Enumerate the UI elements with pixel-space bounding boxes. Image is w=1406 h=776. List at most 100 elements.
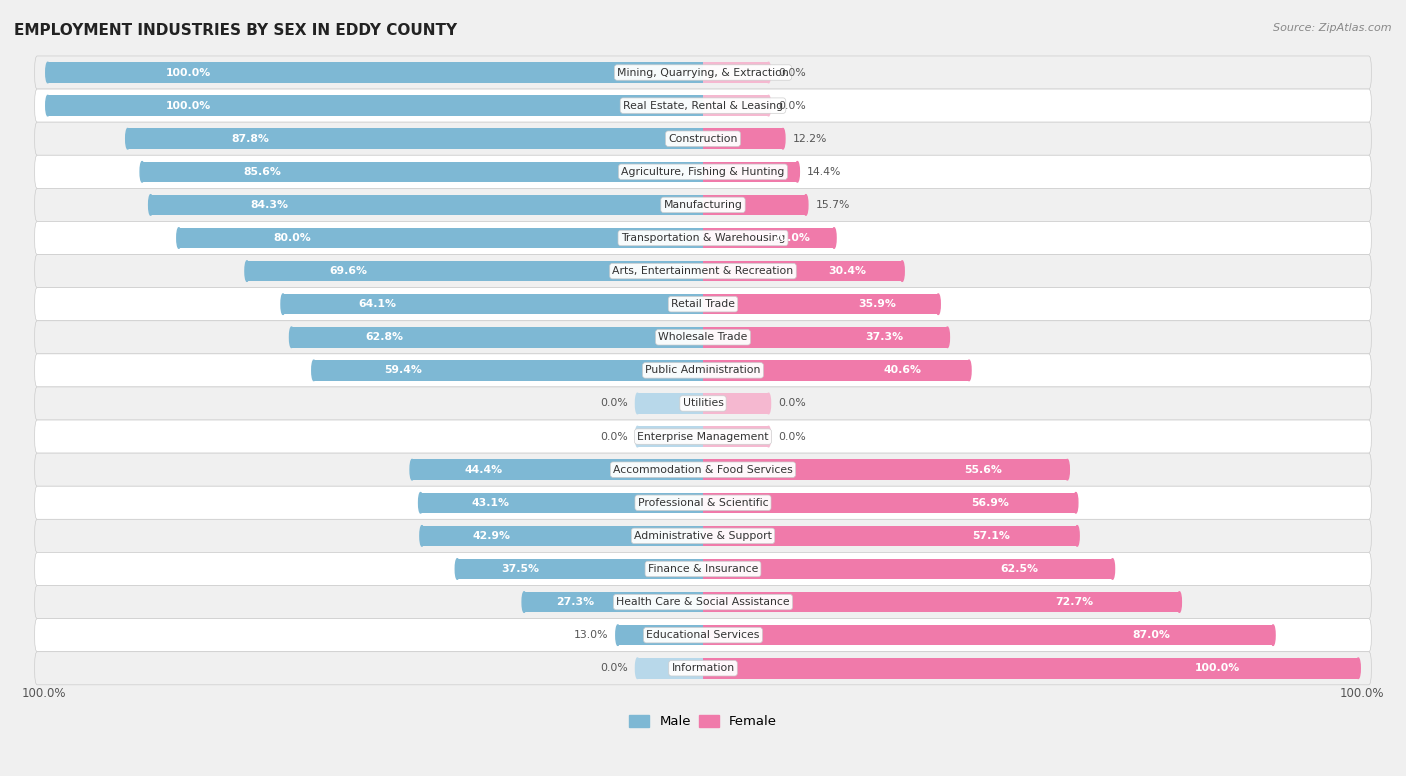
Text: 37.3%: 37.3% <box>865 332 904 342</box>
Text: Professional & Scientific: Professional & Scientific <box>638 497 768 508</box>
Text: 80.0%: 80.0% <box>273 233 311 243</box>
Bar <box>703 195 806 215</box>
Text: 100.0%: 100.0% <box>166 101 211 111</box>
Bar <box>412 459 703 480</box>
Circle shape <box>281 294 285 314</box>
Circle shape <box>149 195 153 215</box>
Bar <box>48 62 703 83</box>
Circle shape <box>766 95 770 116</box>
Text: Agriculture, Fishing & Hunting: Agriculture, Fishing & Hunting <box>621 167 785 177</box>
Bar <box>422 525 703 546</box>
Circle shape <box>900 261 904 282</box>
FancyBboxPatch shape <box>35 652 1371 684</box>
Bar <box>703 525 1077 546</box>
Bar <box>420 493 703 513</box>
Circle shape <box>636 393 640 414</box>
Text: 35.9%: 35.9% <box>858 300 896 309</box>
Text: Utilities: Utilities <box>682 399 724 408</box>
Text: 40.6%: 40.6% <box>883 365 921 376</box>
Text: 84.3%: 84.3% <box>250 200 288 210</box>
Circle shape <box>419 493 423 513</box>
Text: 0.0%: 0.0% <box>779 101 806 111</box>
Text: Educational Services: Educational Services <box>647 630 759 640</box>
Circle shape <box>804 195 808 215</box>
Bar <box>291 327 703 348</box>
Text: 87.8%: 87.8% <box>231 133 269 144</box>
Text: 100.0%: 100.0% <box>21 687 66 700</box>
Circle shape <box>46 95 49 116</box>
FancyBboxPatch shape <box>35 487 1371 519</box>
Circle shape <box>832 227 837 248</box>
Bar <box>703 227 834 248</box>
Bar <box>637 393 703 414</box>
FancyBboxPatch shape <box>35 453 1371 487</box>
Circle shape <box>636 658 640 678</box>
FancyBboxPatch shape <box>35 354 1371 387</box>
Circle shape <box>1271 625 1275 646</box>
Circle shape <box>945 327 949 348</box>
FancyBboxPatch shape <box>35 288 1371 320</box>
Text: 15.7%: 15.7% <box>815 200 851 210</box>
Bar <box>703 95 769 116</box>
Bar <box>524 592 703 612</box>
Text: 56.9%: 56.9% <box>972 497 1008 508</box>
FancyBboxPatch shape <box>35 519 1371 553</box>
Text: 62.5%: 62.5% <box>1001 564 1039 574</box>
Circle shape <box>766 62 770 83</box>
Bar <box>703 360 969 381</box>
Text: EMPLOYMENT INDUSTRIES BY SEX IN EDDY COUNTY: EMPLOYMENT INDUSTRIES BY SEX IN EDDY COU… <box>14 23 457 38</box>
Text: 0.0%: 0.0% <box>600 399 627 408</box>
Bar <box>703 459 1067 480</box>
Text: Arts, Entertainment & Recreation: Arts, Entertainment & Recreation <box>613 266 793 276</box>
Bar <box>703 62 769 83</box>
Text: 85.6%: 85.6% <box>243 167 281 177</box>
Bar <box>150 195 703 215</box>
FancyBboxPatch shape <box>35 420 1371 453</box>
FancyBboxPatch shape <box>35 320 1371 354</box>
Circle shape <box>420 525 425 546</box>
Text: 37.5%: 37.5% <box>502 564 540 574</box>
Text: 59.4%: 59.4% <box>384 365 422 376</box>
Text: 100.0%: 100.0% <box>1340 687 1385 700</box>
Circle shape <box>141 161 145 182</box>
Circle shape <box>125 129 129 149</box>
Bar <box>703 658 1358 678</box>
Bar <box>179 227 703 248</box>
Text: Retail Trade: Retail Trade <box>671 300 735 309</box>
Bar <box>703 161 797 182</box>
FancyBboxPatch shape <box>35 221 1371 255</box>
Circle shape <box>766 426 770 447</box>
Circle shape <box>46 62 49 83</box>
Text: 0.0%: 0.0% <box>779 68 806 78</box>
Bar <box>283 294 703 314</box>
Circle shape <box>936 294 941 314</box>
Text: Transportation & Warehousing: Transportation & Warehousing <box>621 233 785 243</box>
Bar <box>637 426 703 447</box>
Text: 20.0%: 20.0% <box>772 233 810 243</box>
Bar <box>703 393 769 414</box>
Bar <box>703 129 783 149</box>
FancyBboxPatch shape <box>35 155 1371 189</box>
Text: 100.0%: 100.0% <box>166 68 211 78</box>
Text: 42.9%: 42.9% <box>472 531 510 541</box>
Text: Information: Information <box>672 663 734 674</box>
Text: 87.0%: 87.0% <box>1133 630 1170 640</box>
Text: 64.1%: 64.1% <box>359 300 396 309</box>
Circle shape <box>1076 525 1080 546</box>
Bar <box>703 493 1076 513</box>
Text: Real Estate, Rental & Leasing: Real Estate, Rental & Leasing <box>623 101 783 111</box>
Circle shape <box>796 161 800 182</box>
Text: 0.0%: 0.0% <box>600 431 627 442</box>
Circle shape <box>766 393 770 414</box>
Bar <box>703 559 1112 579</box>
Text: 0.0%: 0.0% <box>779 431 806 442</box>
Bar <box>703 327 948 348</box>
FancyBboxPatch shape <box>35 255 1371 288</box>
Circle shape <box>522 592 526 612</box>
FancyBboxPatch shape <box>35 586 1371 618</box>
Text: 13.0%: 13.0% <box>574 630 607 640</box>
Text: 30.4%: 30.4% <box>828 266 866 276</box>
Circle shape <box>411 459 415 480</box>
Text: Wholesale Trade: Wholesale Trade <box>658 332 748 342</box>
Text: 14.4%: 14.4% <box>807 167 842 177</box>
